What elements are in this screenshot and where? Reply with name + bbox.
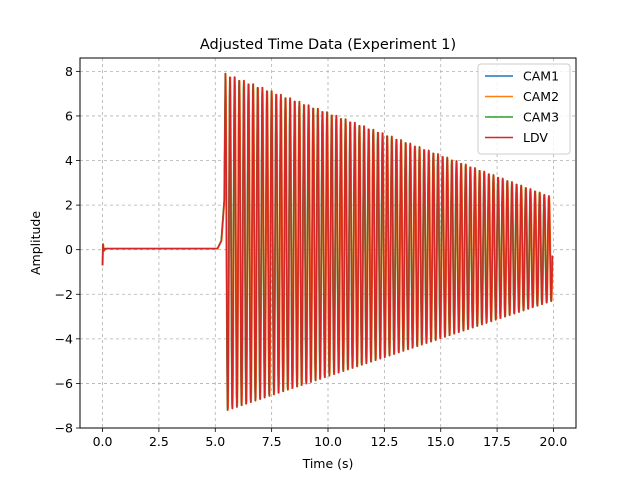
x-tick-label: 2.5 <box>149 434 169 449</box>
x-tick-label: 0.0 <box>93 434 113 449</box>
x-tick-label: 7.5 <box>262 434 282 449</box>
y-axis-label: Amplitude <box>28 211 43 275</box>
x-tick-label: 12.5 <box>370 434 398 449</box>
chart-title: Adjusted Time Data (Experiment 1) <box>200 37 456 53</box>
x-tick-label: 17.5 <box>483 434 511 449</box>
y-tick-label: 2 <box>65 198 73 213</box>
series-lines <box>101 72 554 411</box>
legend-label-cam3: CAM3 <box>523 110 559 125</box>
legend-label-cam1: CAM1 <box>523 69 559 84</box>
x-tick-label: 15.0 <box>427 434 455 449</box>
x-tick-label: 5.0 <box>205 434 225 449</box>
y-axis-ticks: −8 −6 −4 −2 0 2 4 6 8 <box>55 64 80 436</box>
x-axis-label: Time (s) <box>302 456 354 471</box>
y-tick-label: −8 <box>55 421 73 436</box>
y-tick-label: 0 <box>65 242 73 257</box>
x-tick-label: 10.0 <box>314 434 342 449</box>
legend-box <box>477 63 571 155</box>
y-tick-label: 8 <box>65 64 73 79</box>
y-tick-label: 4 <box>65 153 73 168</box>
legend-label-ldv: LDV <box>523 130 548 145</box>
legend: CAM1 CAM2 CAM3 LDV <box>477 63 571 155</box>
x-axis-ticks: 0.0 2.5 5.0 7.5 10.0 12.5 15.0 17.5 20.0 <box>93 428 568 449</box>
y-tick-label: −6 <box>55 376 73 391</box>
legend-label-cam2: CAM2 <box>523 89 559 104</box>
y-tick-label: 6 <box>65 108 73 123</box>
y-tick-label: −4 <box>55 331 73 346</box>
series-line-ldv <box>101 72 554 411</box>
x-tick-label: 20.0 <box>540 434 568 449</box>
y-tick-label: −2 <box>55 287 73 302</box>
